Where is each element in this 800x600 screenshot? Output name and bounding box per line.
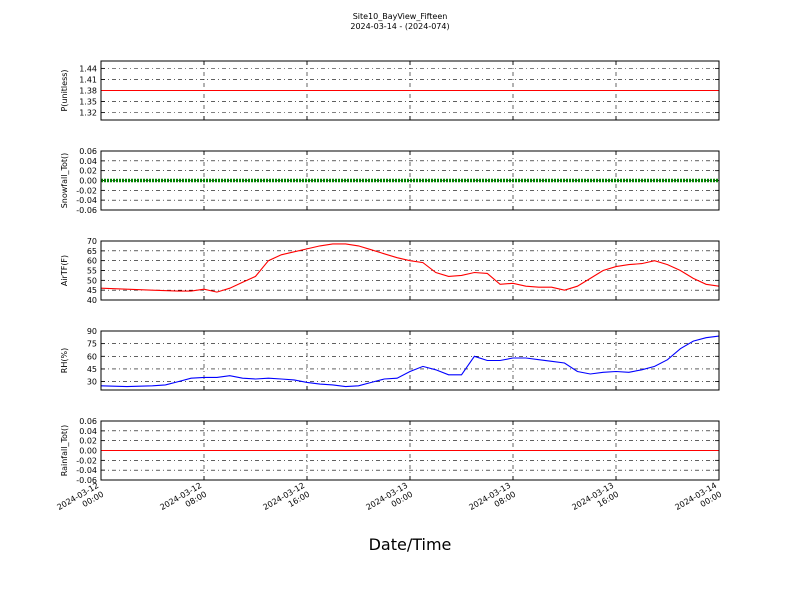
snowfall-tot-ytick-label: 0.00 bbox=[79, 177, 97, 186]
rainfall-tot-ylabel: Rainfall_Tot() bbox=[60, 425, 69, 477]
rainfall-tot-ytick-label: 0.04 bbox=[79, 427, 97, 436]
snowfall-tot-ylabel: Snowfall_Tot() bbox=[60, 153, 69, 209]
p-unitless-ylabel: P(unitless) bbox=[60, 69, 69, 111]
rh-axes-frame bbox=[100, 330, 720, 391]
p-unitless-ytick-label: 1.35 bbox=[79, 98, 97, 107]
rainfall-tot-ytick-label: -0.02 bbox=[76, 456, 97, 465]
chart-subtitle: 2024-03-14 - (2024-074) bbox=[350, 22, 449, 31]
airtf-f-ytick-label: 65 bbox=[87, 247, 97, 256]
p-unitless-ytick-label: 1.32 bbox=[79, 109, 97, 118]
rh-series-line bbox=[100, 335, 720, 388]
snowfall-tot-ytick-label: -0.02 bbox=[76, 186, 97, 195]
airtf-f-ytick-label: 50 bbox=[87, 276, 97, 285]
snowfall-tot-ytick-label: -0.04 bbox=[76, 196, 97, 205]
rainfall-tot-panel: 0.060.040.020.00-0.02-0.04-0.06 Rainfall_… bbox=[60, 417, 720, 485]
airtf-f-ytick-label: 45 bbox=[87, 286, 97, 295]
p-unitless-ytick-label: 1.44 bbox=[79, 64, 97, 73]
p-unitless-ytick-label: 1.38 bbox=[79, 87, 97, 96]
p-unitless-panel: 1.44 1.41 1.38 1.35 1.32 P(unitless) bbox=[60, 60, 720, 121]
snowfall-tot-ytick-label: 0.06 bbox=[79, 147, 97, 156]
rainfall-tot-ytick-label: 0.06 bbox=[79, 417, 97, 426]
snowfall-tot-ytick-label: -0.06 bbox=[76, 206, 97, 215]
p-unitless-ytick-label: 1.41 bbox=[79, 75, 97, 84]
snowfall-tot-ytick-label: 0.04 bbox=[79, 157, 97, 166]
chart-title: Site10_BayView_Fifteen bbox=[353, 12, 448, 21]
panels: 1.441.411.381.351.32P(unitless)0.060.040… bbox=[60, 60, 720, 485]
airtf-f-axes-frame bbox=[100, 240, 720, 301]
airtf-f-ytick-label: 55 bbox=[87, 267, 97, 276]
airtf-f-series-line bbox=[100, 243, 720, 293]
snowfall-tot-axes-frame bbox=[100, 150, 720, 211]
p-unitless-axes-frame bbox=[100, 60, 720, 121]
rainfall-tot-ytick-label: 0.00 bbox=[79, 447, 97, 456]
rh-ytick-label: 30 bbox=[87, 378, 97, 387]
rainfall-tot-ytick-label: 0.02 bbox=[79, 437, 97, 446]
rainfall-tot-ytick-label: -0.04 bbox=[76, 466, 97, 475]
airtf-f-ytick-label: 70 bbox=[87, 237, 97, 246]
rh-ytick-label: 75 bbox=[87, 340, 97, 349]
rainfall-tot-axes-frame bbox=[100, 420, 720, 481]
rainfall-tot-ytick-label: -0.06 bbox=[76, 476, 97, 485]
rh-panel: 90 75 60 45 30 RH(%) bbox=[60, 327, 720, 391]
x-axis-label: Date/Time bbox=[369, 535, 452, 554]
rh-ylabel: RH(%) bbox=[60, 348, 69, 373]
airtf-f-ytick-label: 60 bbox=[87, 257, 97, 266]
rh-ytick-label: 90 bbox=[87, 327, 97, 336]
snowfall-tot-panel: 0.060.040.020.00-0.02-0.04-0.06 Snowfall_… bbox=[60, 147, 720, 215]
snowfall-tot-ytick-label: 0.02 bbox=[79, 167, 97, 176]
airtf-f-ytick-label: 40 bbox=[87, 296, 97, 305]
rh-ytick-label: 45 bbox=[87, 365, 97, 374]
rh-ytick-label: 60 bbox=[87, 352, 97, 361]
airtf-f-ylabel: AirTF(F) bbox=[60, 255, 69, 286]
